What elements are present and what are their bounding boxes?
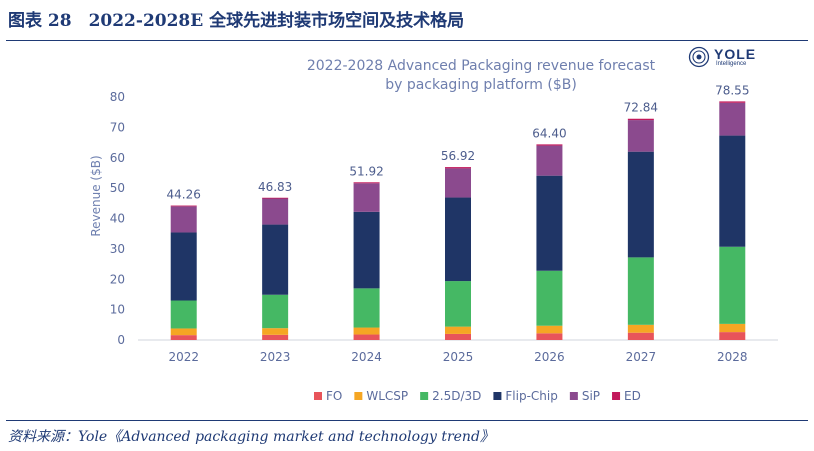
bar-segment-wlcsp xyxy=(170,328,197,336)
bar-segment-wlcsp xyxy=(445,326,471,334)
bar-segment-fo xyxy=(627,332,654,340)
y-tick-label: 0 xyxy=(117,333,125,347)
x-tick-label: 2025 xyxy=(443,350,474,364)
bar-segment-ed xyxy=(353,182,380,184)
bar-segment-ed xyxy=(719,101,746,103)
x-axis-ticks: 2022 2023 2024 2025 2026 2027 2028 xyxy=(168,350,747,364)
y-tick-label: 50 xyxy=(110,181,125,195)
x-tick-label: 2028 xyxy=(717,350,748,364)
legend-swatch xyxy=(493,392,502,400)
logo-subtitle: Intelligence xyxy=(716,61,747,67)
total-label: 46.83 xyxy=(258,180,292,194)
bar-segment-sip xyxy=(627,120,654,152)
total-label: 56.92 xyxy=(441,149,475,163)
y-tick-label: 40 xyxy=(110,212,125,226)
x-tick-label: 2023 xyxy=(260,350,291,364)
figure-caption: 图表 28 2022-2028E 全球先进封装市场空间及技术格局 xyxy=(8,11,465,31)
bars xyxy=(170,101,746,340)
bar-segment-sip xyxy=(536,145,563,176)
total-label: 51.92 xyxy=(349,164,383,178)
bar-segment-wlcsp xyxy=(353,327,380,335)
top-divider xyxy=(6,40,808,41)
total-label: 72.84 xyxy=(624,101,658,115)
y-tick-label: 30 xyxy=(110,242,125,256)
legend-label: WLCSP xyxy=(366,389,408,403)
x-tick-label: 2026 xyxy=(534,350,565,364)
bar-segment-2-5d-3d xyxy=(719,246,746,324)
bar-segment-wlcsp xyxy=(627,324,654,333)
bar-segment-ed xyxy=(262,197,289,199)
total-labels: 44.26 46.83 51.92 56.92 64.40 72.84 78.55 xyxy=(167,83,750,201)
y-tick-label: 10 xyxy=(110,303,125,317)
bar-segment-sip xyxy=(262,198,289,225)
bar-segment-flip-chip xyxy=(719,135,746,247)
bar-segment-fo xyxy=(170,335,197,340)
bar-segment-ed xyxy=(627,118,654,121)
bar-segment-2-5d-3d xyxy=(262,294,289,329)
total-label: 64.40 xyxy=(532,126,566,140)
yole-logo-icon xyxy=(688,46,710,68)
bar-segment-2-5d-3d xyxy=(445,281,471,327)
legend-label: ED xyxy=(624,389,641,403)
logo-name: YOLE xyxy=(714,46,757,62)
bar-segment-flip-chip xyxy=(445,197,471,282)
y-tick-label: 70 xyxy=(110,120,125,134)
yole-logo: YOLE Intelligence xyxy=(686,46,766,74)
bar-segment-sip xyxy=(170,206,197,233)
x-tick-label: 2022 xyxy=(168,350,199,364)
bar-segment-flip-chip xyxy=(353,211,380,289)
y-tick-label: 60 xyxy=(110,151,125,165)
chart-title: 2022-2028 Advanced Packaging revenue for… xyxy=(307,58,656,74)
total-label: 44.26 xyxy=(167,188,201,202)
legend-swatch xyxy=(354,392,363,400)
stacked-bar-chart: 2022-2028 Advanced Packaging revenue for… xyxy=(89,58,778,403)
bar-segment-wlcsp xyxy=(719,323,746,333)
y-tick-label: 20 xyxy=(110,272,125,286)
bar-segment-sip xyxy=(445,168,471,198)
bar-segment-2-5d-3d xyxy=(627,257,654,325)
bar-segment-2-5d-3d xyxy=(353,288,380,328)
bar-segment-2-5d-3d xyxy=(536,270,563,326)
bar-segment-fo xyxy=(262,334,289,340)
legend-label: 2.5D/3D xyxy=(432,389,481,403)
bar-segment-fo xyxy=(353,334,380,340)
bar-segment-fo xyxy=(445,333,471,340)
y-axis-label: Revenue ($B) xyxy=(89,155,103,236)
legend-label: Flip-Chip xyxy=(505,389,557,403)
y-tick-label: 80 xyxy=(110,90,125,104)
legend-swatch xyxy=(612,392,621,400)
bar-segment-wlcsp xyxy=(536,325,563,334)
x-tick-label: 2027 xyxy=(626,350,657,364)
legend-swatch xyxy=(420,392,429,400)
bar-segment-sip xyxy=(353,183,380,212)
bar-segment-wlcsp xyxy=(262,328,289,335)
y-axis-ticks: 0 10 20 30 40 50 60 70 80 xyxy=(110,90,125,347)
legend-label: SiP xyxy=(582,389,600,403)
x-tick-label: 2024 xyxy=(351,350,382,364)
legend: FO WLCSP 2.5D/3D Flip-Chip SiP ED xyxy=(314,389,641,403)
bar-segment-flip-chip xyxy=(627,151,654,258)
bar-segment-fo xyxy=(536,333,563,340)
bar-segment-ed xyxy=(170,205,197,207)
source-note: 资料来源：Yole《Advanced packaging market and … xyxy=(8,429,494,445)
bar-segment-ed xyxy=(536,144,563,146)
bar-segment-fo xyxy=(719,332,746,340)
bar-segment-flip-chip xyxy=(536,175,563,271)
bar-segment-flip-chip xyxy=(170,232,197,301)
bar-segment-flip-chip xyxy=(262,224,289,295)
bottom-divider xyxy=(6,420,808,421)
bar-segment-sip xyxy=(719,102,746,136)
legend-swatch xyxy=(569,392,578,400)
bar-segment-ed xyxy=(445,167,471,169)
legend-label: FO xyxy=(326,389,342,403)
legend-swatch xyxy=(314,392,322,400)
chart-subtitle: by packaging platform ($B) xyxy=(385,77,577,93)
bar-segment-2-5d-3d xyxy=(170,300,197,329)
total-label: 78.55 xyxy=(715,83,749,97)
